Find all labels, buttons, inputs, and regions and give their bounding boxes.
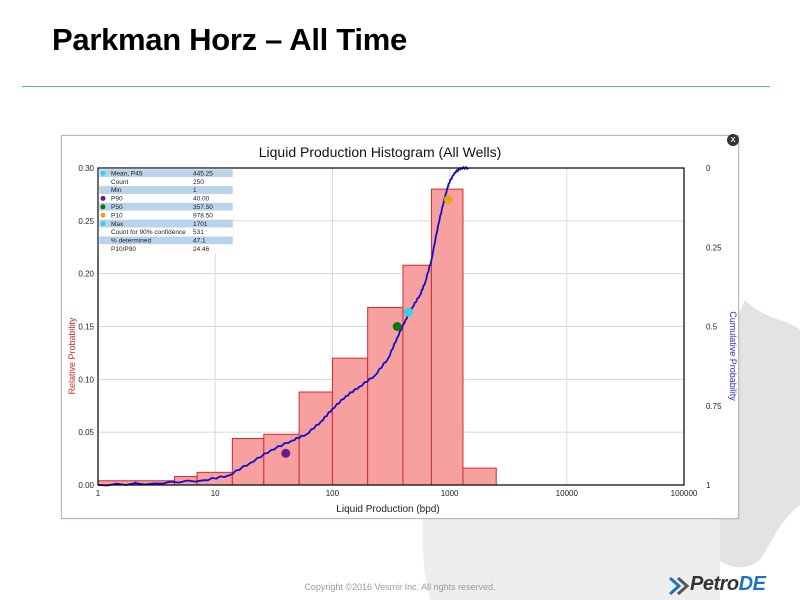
x-tick-label: 100 [326, 489, 340, 498]
stats-value: 40.00 [193, 196, 210, 203]
y-tick-label: 0.10 [78, 375, 94, 384]
stats-label: Count [111, 179, 129, 186]
cumulative-probability-curve [97, 165, 469, 487]
x-tick-label: 1 [96, 489, 101, 498]
y2-tick-label: 0.25 [706, 243, 722, 252]
cumulative-curve-layer [97, 165, 469, 487]
stats-row: % determined 47.1 [98, 235, 234, 245]
stats-label: P10/P90 [111, 246, 136, 253]
plot-axes: 1 10 100 1000 10000 1000000.000.050.100.150.2… [78, 164, 722, 498]
stats-row: Max 1701 [98, 219, 234, 229]
percentile-markers [281, 195, 453, 458]
histogram-bar [367, 306, 404, 486]
copyright-text: Copyright ©2016 Vesmir Inc. All rights r… [304, 582, 496, 592]
stats-label: Mean, P45 [111, 170, 143, 177]
histogram-chart: Liquid Production Histogram (All Wells) … [67, 144, 738, 515]
x-axis-label: Liquid Production (bpd) [336, 504, 439, 515]
stats-value: 445.25 [193, 170, 213, 177]
y2-tick-label: 0.5 [706, 323, 718, 332]
stats-value: 978.50 [193, 212, 213, 219]
histogram-bar [263, 433, 300, 486]
stats-row: P10/P90 24.46 [98, 244, 234, 254]
title-divider [22, 86, 770, 87]
marker-p10 [443, 195, 453, 205]
stats-dot [100, 204, 106, 210]
histogram-bar [298, 391, 333, 486]
stats-table: Mean, P45 445.25 Count 250 Min 1 P90 40.00 P50 35… [98, 168, 234, 254]
stats-label: Count for 90% confidence [111, 229, 186, 236]
stats-label: Max [111, 221, 124, 228]
stats-dot [100, 170, 106, 176]
stats-row: Min 1 [98, 185, 234, 195]
histogram-bars [97, 188, 497, 486]
stats-dot [100, 221, 106, 227]
stats-value: 531 [193, 229, 204, 236]
y-tick-label: 0.30 [78, 164, 94, 173]
y-tick-label: 0.05 [78, 428, 94, 437]
chart-panel: Liquid Production Histogram (All Wells) … [61, 135, 739, 519]
x-tick-label: 10 [211, 489, 220, 498]
stats-label: P50 [111, 204, 123, 211]
stats-row: Mean, P45 445.25 [98, 168, 234, 178]
histogram-bar [462, 467, 497, 486]
y2-axis-label: Cumulative Probability [728, 311, 738, 401]
logo-petro: Petro [690, 573, 739, 595]
stats-row: Count 250 [98, 177, 234, 187]
stats-row: P10 978.50 [98, 210, 234, 220]
y-axis-label: Relative Probability [67, 317, 77, 395]
y-tick-label: 0.25 [78, 217, 94, 226]
stats-dot [100, 195, 106, 201]
y2-tick-label: 1 [706, 481, 711, 490]
logo-de: DE [738, 573, 766, 595]
y2-tick-label: 0 [706, 164, 711, 173]
stats-dot [100, 212, 106, 218]
chart-title: Liquid Production Histogram (All Wells) [259, 144, 502, 160]
histogram-bar [331, 357, 369, 486]
slide-title: Parkman Horz – All Time [52, 22, 407, 57]
x-tick-label: 100000 [671, 489, 698, 498]
stats-value: 1 [193, 187, 197, 194]
petrode-logo: PetroDE [690, 573, 766, 596]
stats-label: P10 [111, 212, 123, 219]
y-tick-label: 0.00 [78, 481, 94, 490]
stats-label: P90 [111, 196, 123, 203]
stats-value: 24.46 [193, 246, 210, 253]
stats-value: 357.50 [193, 204, 213, 211]
plot-border [97, 167, 685, 486]
marker-p50 [392, 322, 402, 331]
marker-p90 [281, 448, 291, 458]
stats-value: 47.1 [193, 238, 206, 245]
histogram-bar [430, 188, 464, 486]
stats-row: P50 357.50 [98, 202, 234, 212]
y2-tick-label: 0.75 [706, 402, 722, 411]
stats-row: Count for 90% confidence 531 [98, 227, 234, 237]
close-chart-button[interactable]: x [727, 134, 739, 146]
histogram-bar [231, 438, 265, 486]
y-tick-label: 0.15 [78, 323, 94, 332]
stats-row: P90 40.00 [98, 193, 234, 203]
x-tick-label: 1000 [441, 489, 459, 498]
stats-value: 250 [193, 179, 204, 186]
x-tick-label: 10000 [556, 489, 579, 498]
stats-label: % determined [111, 238, 151, 245]
y-tick-label: 0.20 [78, 270, 94, 279]
stats-row-background [98, 244, 234, 254]
petrode-logo-icon [669, 576, 690, 596]
stats-value: 1701 [193, 221, 208, 228]
marker-mean [403, 307, 413, 317]
stats-label: Min [111, 187, 122, 194]
